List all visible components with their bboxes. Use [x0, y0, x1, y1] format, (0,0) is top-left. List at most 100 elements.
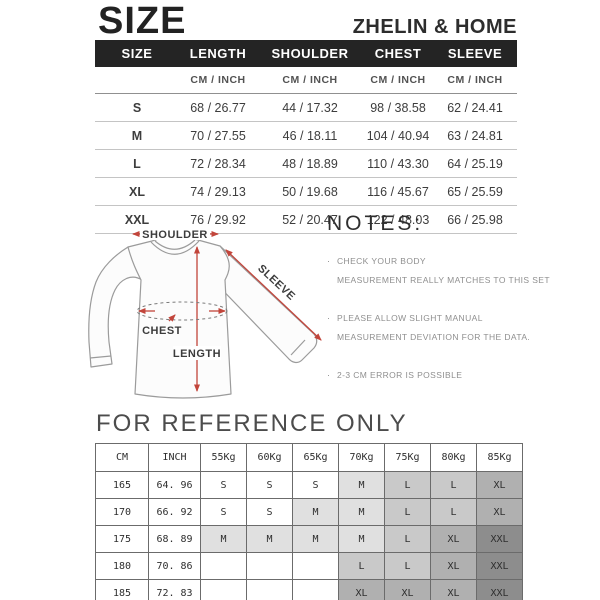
ref-size-cell: L [384, 525, 431, 553]
note-line: MEASUREMENT REALLY MATCHES TO THIS SET [337, 275, 550, 285]
ref-table-cell: 68. 89 [148, 525, 201, 553]
ref-size-cell [200, 579, 247, 600]
notes-heading: NOTES: [327, 212, 424, 235]
ref-table-row: 170 66. 92 S S M M L L XL [95, 498, 523, 526]
ref-size-cell: XL [430, 579, 477, 600]
unit-cell: CM / INCH [363, 67, 433, 94]
ref-size-cell: M [200, 525, 247, 553]
ref-table-body: 165 64. 96 S S S M L L XL 170 66. 92 S S M M L L XL 175 68.… [95, 471, 523, 600]
ref-table-row: 185 72. 83 XL XL XL XXL [95, 579, 523, 600]
size-table-cell: 116 / 45.67 [363, 177, 433, 206]
unit-cell: CM / INCH [257, 67, 363, 94]
ref-column-header: 60Kg [246, 443, 293, 472]
size-table-header-row: SIZE LENGTH SHOULDER CHEST SLEEVE [95, 40, 517, 67]
ref-size-cell: L [430, 471, 477, 499]
ref-column-header: 75Kg [384, 443, 431, 472]
ref-table-cell: 175 [95, 525, 149, 553]
size-column-header: SIZE [95, 40, 179, 67]
ref-column-header: 70Kg [338, 443, 385, 472]
unit-cell-empty [95, 67, 179, 94]
ref-size-cell: XL [430, 525, 477, 553]
ref-size-cell: XXL [476, 525, 523, 553]
size-table-body: CM / INCH CM / INCH CM / INCH CM / INCH S 68 … [95, 67, 517, 234]
note-bullet-icon: · [327, 370, 330, 380]
shirt-outline-drawing [88, 236, 318, 399]
size-table-cell: L [95, 149, 179, 178]
chest-label: CHEST [142, 325, 182, 337]
ref-column-header: 85Kg [476, 443, 523, 472]
length-label: LENGTH [173, 348, 221, 360]
ref-column-header: 55Kg [200, 443, 247, 472]
unit-row: CM / INCH CM / INCH CM / INCH CM / INCH [95, 67, 517, 94]
ref-size-cell [246, 552, 293, 580]
ref-size-cell: XXL [476, 552, 523, 580]
size-table-row: XL 74 / 29.13 50 / 19.68 116 / 45.67 65 / 25… [95, 177, 517, 206]
note-item: · PLEASE ALLOW SLIGHT MANUAL MEASUREMENT D… [327, 309, 577, 347]
note-text: 2-3 CM ERROR IS POSSIBLE [337, 366, 462, 385]
shoulder-label: SHOULDER [142, 229, 208, 241]
note-text: PLEASE ALLOW SLIGHT MANUAL MEASUREMENT DE… [337, 309, 530, 347]
size-table-cell: 68 / 26.77 [179, 93, 257, 122]
ref-size-cell: XL [430, 552, 477, 580]
page-title: SIZE [98, 0, 187, 42]
size-table-cell: 72 / 28.34 [179, 149, 257, 178]
ref-table-cell: 170 [95, 498, 149, 526]
ref-size-cell: M [338, 525, 385, 553]
size-table-cell: 50 / 19.68 [257, 177, 363, 206]
ref-size-cell [200, 552, 247, 580]
ref-size-cell: S [292, 471, 339, 499]
unit-cell: CM / INCH [179, 67, 257, 94]
size-table-cell: 66 / 25.98 [433, 205, 517, 234]
size-table-cell: 48 / 18.89 [257, 149, 363, 178]
size-table-cell: S [95, 93, 179, 122]
note-line: PLEASE ALLOW SLIGHT MANUAL [337, 313, 483, 323]
ref-size-cell [292, 552, 339, 580]
ref-size-cell: M [292, 525, 339, 553]
size-table-cell: 122 / 48.03 [363, 205, 433, 234]
ref-size-cell: L [338, 552, 385, 580]
ref-table-cell: 64. 96 [148, 471, 201, 499]
shoulder-label-bg [140, 227, 210, 240]
size-table-cell: 110 / 43.30 [363, 149, 433, 178]
ref-size-cell [292, 579, 339, 600]
reference-table: CM INCH 55Kg 60Kg 65Kg 70Kg 75Kg 80Kg 85Kg 165 64… [95, 443, 523, 600]
unit-cell: CM / INCH [433, 67, 517, 94]
ref-table-cell: 180 [95, 552, 149, 580]
ref-size-cell: M [338, 471, 385, 499]
measurement-arrows [132, 231, 322, 392]
size-table: SIZE LENGTH SHOULDER CHEST SLEEVE CM / INCH C… [95, 40, 517, 234]
ref-size-cell: XL [476, 471, 523, 499]
ref-size-cell: XL [384, 579, 431, 600]
reference-heading: FOR REFERENCE ONLY [96, 410, 408, 437]
size-column-header: SLEEVE [433, 40, 517, 67]
size-column-header: LENGTH [179, 40, 257, 67]
size-table-cell: 63 / 24.81 [433, 121, 517, 150]
note-line: 2-3 CM ERROR IS POSSIBLE [337, 370, 463, 380]
size-table-cell: 46 / 18.11 [257, 121, 363, 150]
ref-size-cell: M [292, 498, 339, 526]
size-table-cell: 65 / 25.59 [433, 177, 517, 206]
ref-size-cell: L [384, 471, 431, 499]
ref-size-cell: S [246, 498, 293, 526]
size-table-cell: 104 / 40.94 [363, 121, 433, 150]
note-bullet-icon: · [327, 313, 330, 323]
size-table-row: L 72 / 28.34 48 / 18.89 110 / 43.30 64 / 25.… [95, 149, 517, 178]
shirt-measurement-diagram: SHOULDER SLEEVE CHEST LENGTH [88, 227, 322, 399]
ref-table-row: 175 68. 89 M M M M L XL XXL [95, 525, 523, 553]
ref-size-cell: S [200, 498, 247, 526]
ref-column-header: INCH [148, 443, 201, 472]
ref-table-cell: 70. 86 [148, 552, 201, 580]
ref-table-cell: 165 [95, 471, 149, 499]
size-table-cell: 64 / 25.19 [433, 149, 517, 178]
note-bullet-icon: · [327, 256, 330, 266]
size-table-cell: 98 / 38.58 [363, 93, 433, 122]
ref-size-cell [246, 579, 293, 600]
size-table-cell: 44 / 17.32 [257, 93, 363, 122]
ref-size-cell: S [246, 471, 293, 499]
size-table-row: M 70 / 27.55 46 / 18.11 104 / 40.94 63 / 24.… [95, 121, 517, 150]
ref-size-cell: L [384, 552, 431, 580]
size-table-cell: 74 / 29.13 [179, 177, 257, 206]
size-table-cell: 62 / 24.41 [433, 93, 517, 122]
ref-table-header-row: CM INCH 55Kg 60Kg 65Kg 70Kg 75Kg 80Kg 85Kg [95, 443, 523, 472]
